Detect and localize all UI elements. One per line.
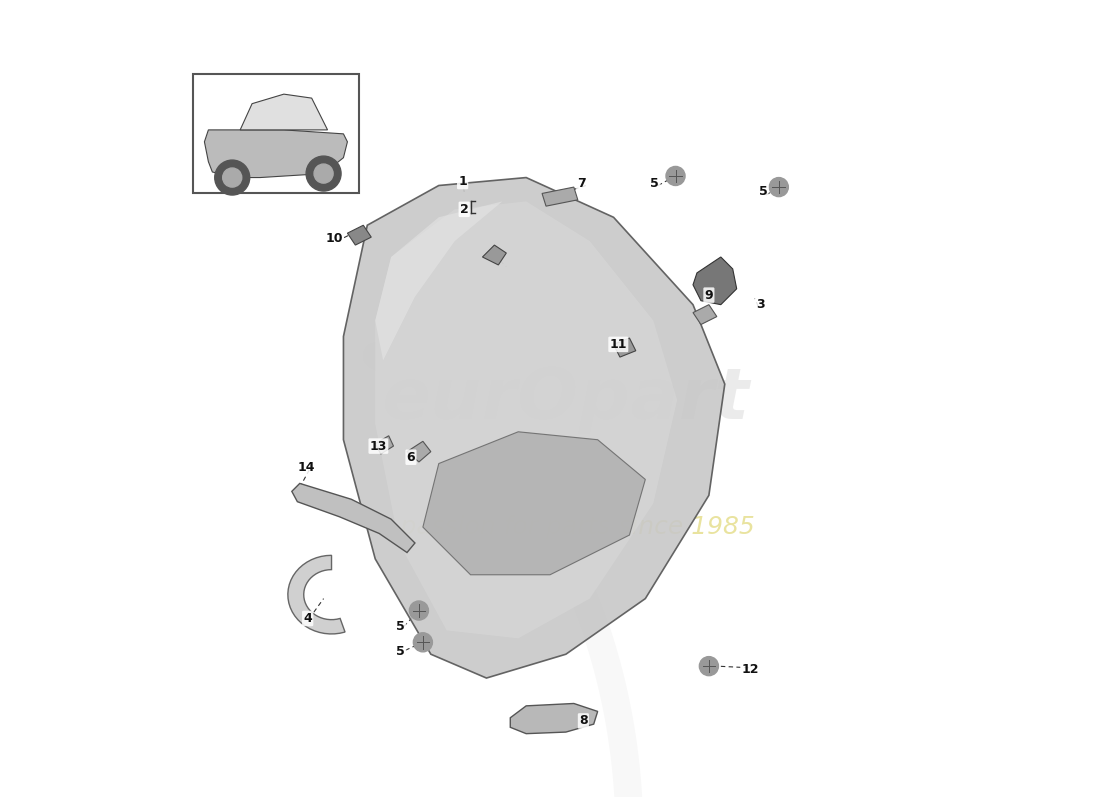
Text: 3: 3 <box>756 298 764 311</box>
Circle shape <box>222 168 242 187</box>
Circle shape <box>769 178 789 197</box>
Polygon shape <box>422 432 646 574</box>
Text: 10: 10 <box>326 232 343 246</box>
Circle shape <box>214 160 250 195</box>
Circle shape <box>414 633 432 652</box>
Circle shape <box>409 601 429 620</box>
Text: 9: 9 <box>705 289 713 302</box>
Text: eurOpart: eurOpart <box>382 366 750 434</box>
Polygon shape <box>542 187 578 206</box>
Text: 5: 5 <box>650 177 659 190</box>
Text: 2: 2 <box>460 203 469 216</box>
Polygon shape <box>483 245 506 265</box>
Text: 5: 5 <box>759 186 768 198</box>
Circle shape <box>700 657 718 676</box>
Text: 1: 1 <box>459 175 468 188</box>
Polygon shape <box>205 130 348 178</box>
Polygon shape <box>407 442 431 462</box>
Circle shape <box>666 166 685 186</box>
Text: 7: 7 <box>578 177 586 190</box>
Polygon shape <box>343 178 725 678</box>
Text: 14: 14 <box>297 461 315 474</box>
Polygon shape <box>693 305 717 325</box>
Text: 5: 5 <box>396 646 405 658</box>
Circle shape <box>315 164 333 183</box>
Polygon shape <box>375 436 394 454</box>
Text: 12: 12 <box>741 663 759 676</box>
Polygon shape <box>240 94 328 130</box>
Text: es: es <box>532 438 600 490</box>
Text: 4: 4 <box>304 612 312 625</box>
Polygon shape <box>693 257 737 305</box>
Text: 8: 8 <box>579 714 587 727</box>
Polygon shape <box>510 703 597 734</box>
Polygon shape <box>375 202 503 360</box>
Text: 5: 5 <box>396 620 405 633</box>
Polygon shape <box>375 202 678 638</box>
Polygon shape <box>288 555 345 634</box>
Text: 6: 6 <box>407 450 416 464</box>
FancyBboxPatch shape <box>192 74 360 194</box>
Text: 11: 11 <box>609 338 627 351</box>
Circle shape <box>306 156 341 191</box>
Polygon shape <box>292 483 415 553</box>
Text: 13: 13 <box>370 439 387 453</box>
Polygon shape <box>348 226 372 245</box>
Text: a passion for parts since 1985: a passion for parts since 1985 <box>377 515 755 539</box>
Polygon shape <box>614 338 636 357</box>
